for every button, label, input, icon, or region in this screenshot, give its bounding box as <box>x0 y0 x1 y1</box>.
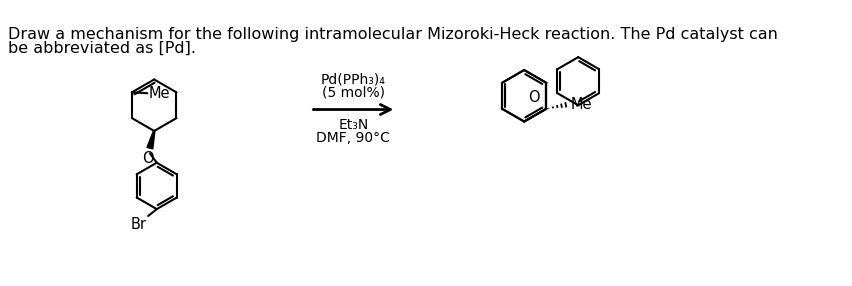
Polygon shape <box>147 131 155 149</box>
Text: Me: Me <box>149 86 170 101</box>
Text: O: O <box>528 90 539 105</box>
Text: Pd(PPh₃)₄: Pd(PPh₃)₄ <box>321 72 386 86</box>
Text: O: O <box>142 151 154 166</box>
Text: DMF, 90°C: DMF, 90°C <box>316 131 390 145</box>
Text: Br: Br <box>130 217 147 232</box>
Text: Draw a mechanism for the following intramolecular Mizoroki-Heck reaction. The Pd: Draw a mechanism for the following intra… <box>9 27 778 42</box>
Text: Et₃N: Et₃N <box>338 118 368 132</box>
Text: be abbreviated as [Pd].: be abbreviated as [Pd]. <box>9 41 196 56</box>
Text: Me: Me <box>571 97 592 112</box>
Text: (5 mol%): (5 mol%) <box>322 85 385 99</box>
